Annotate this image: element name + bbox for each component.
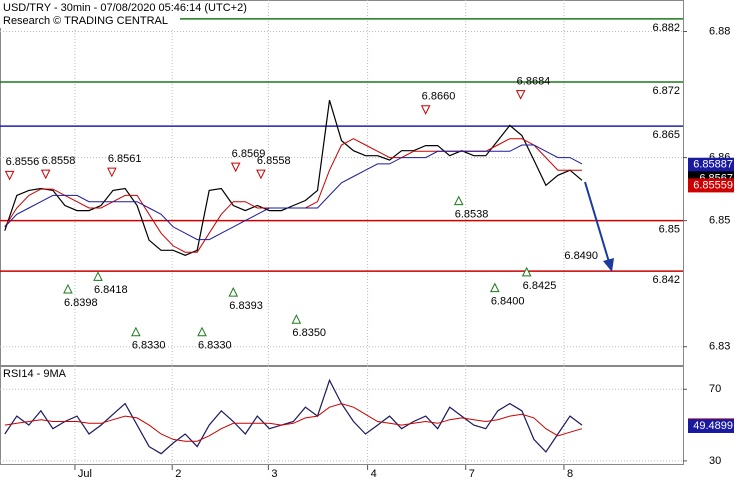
low-label: 6.8538 bbox=[455, 209, 489, 221]
low-marker bbox=[453, 195, 464, 206]
price-tag-label: 6.85887 bbox=[693, 159, 733, 171]
level-label: 6.85 bbox=[659, 224, 680, 236]
y-tick-label: 6.88 bbox=[709, 25, 730, 37]
chart-title: USD/TRY - 30min - 07/08/2020 05:46:14 (U… bbox=[3, 2, 247, 14]
high-marker bbox=[40, 169, 51, 180]
high-label: 6.8556 bbox=[6, 156, 40, 168]
chart-subtitle: Research © TRADING CENTRAL bbox=[3, 15, 168, 27]
low-label: 6.8425 bbox=[523, 280, 557, 292]
low-marker bbox=[490, 282, 500, 293]
high-label: 6.8660 bbox=[422, 91, 456, 103]
level-label: 6.872 bbox=[652, 85, 680, 97]
series-line bbox=[4, 144, 583, 241]
high-marker bbox=[515, 90, 526, 100]
high-label: 6.8569 bbox=[232, 148, 266, 160]
y-tick-label: 30 bbox=[709, 455, 721, 467]
high-marker bbox=[230, 162, 241, 173]
low-marker bbox=[228, 286, 239, 297]
high-marker bbox=[107, 167, 117, 178]
header-background bbox=[0, 0, 180, 28]
price-tag bbox=[688, 178, 734, 193]
x-tick-label: 2 bbox=[175, 468, 181, 480]
low-label: 6.8400 bbox=[491, 296, 525, 308]
series-line bbox=[4, 403, 583, 442]
x-tick-label: Jul bbox=[78, 468, 92, 480]
price-tag bbox=[688, 418, 734, 433]
price-tag bbox=[688, 157, 734, 172]
x-tick-label: 4 bbox=[371, 468, 377, 480]
low-marker bbox=[521, 266, 532, 277]
level-label: 6.865 bbox=[652, 129, 680, 141]
low-marker bbox=[197, 326, 207, 337]
x-tick-label: 3 bbox=[271, 468, 277, 480]
price-tag-label: 49.4899 bbox=[693, 420, 733, 432]
high-label: 6.8561 bbox=[108, 153, 142, 165]
high-marker bbox=[4, 170, 15, 181]
low-label: 6.8350 bbox=[292, 327, 326, 339]
price-tag-label: 6.85559 bbox=[693, 179, 733, 191]
low-label: 6.8418 bbox=[94, 284, 128, 296]
high-marker bbox=[256, 169, 266, 180]
low-label: 6.8330 bbox=[132, 340, 166, 352]
low-label: 6.8330 bbox=[198, 340, 232, 352]
y-tick-label: 6.83 bbox=[709, 341, 730, 353]
high-label: 6.8558 bbox=[257, 155, 291, 167]
high-marker bbox=[420, 105, 431, 115]
x-tick-label: 8 bbox=[567, 468, 573, 480]
main-panel-frame bbox=[0, 0, 684, 366]
forecast-arrow bbox=[584, 181, 614, 272]
low-label: 6.8398 bbox=[64, 297, 98, 309]
rsi-panel-frame bbox=[0, 366, 684, 465]
price-label: 6.8490 bbox=[564, 250, 598, 262]
series-line bbox=[4, 100, 583, 256]
low-marker bbox=[291, 314, 302, 324]
x-tick-label: 7 bbox=[469, 468, 475, 480]
high-label: 6.8684 bbox=[517, 76, 551, 88]
high-label: 6.8558 bbox=[42, 155, 76, 167]
level-label: 6.882 bbox=[652, 22, 680, 34]
level-label: 6.842 bbox=[652, 274, 680, 286]
low-marker bbox=[93, 271, 103, 281]
y-tick-label: 70 bbox=[709, 383, 721, 395]
low-marker bbox=[131, 326, 141, 337]
series-line bbox=[4, 138, 582, 253]
y-tick-label: 6.85 bbox=[709, 215, 730, 227]
low-marker bbox=[63, 283, 73, 294]
series-line bbox=[4, 378, 583, 455]
rsi-title: RSI14 - 9MA bbox=[3, 368, 67, 380]
low-label: 6.8393 bbox=[229, 300, 263, 312]
